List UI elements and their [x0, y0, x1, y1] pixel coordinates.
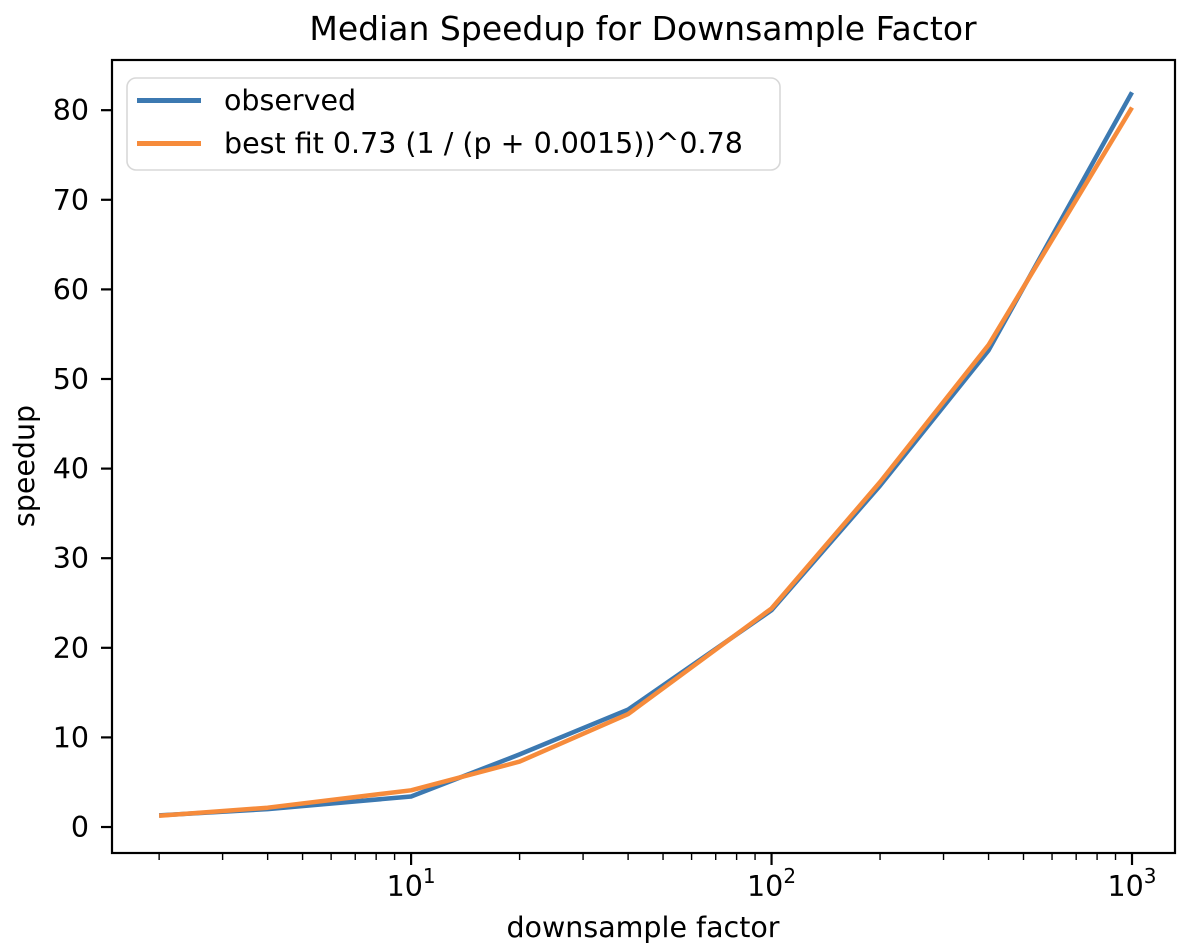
x-axis-label: downsample factor: [506, 911, 779, 944]
series-line-best-fit: [158, 106, 1134, 819]
y-tick-label: 80: [53, 94, 89, 127]
plot-area: [110, 58, 1177, 855]
x-axis: 101 102 103: [158, 853, 1157, 903]
y-tick-label: 20: [53, 632, 89, 665]
y-tick-label: 30: [53, 542, 89, 575]
x-tick-label: 103: [1108, 864, 1157, 903]
legend: observed best fit 0.73 (1 / (p + 0.0015)…: [126, 77, 781, 171]
y-axis: 0 10 20 30 40 50 60 70 80: [53, 94, 112, 844]
plot-lines: [158, 91, 1134, 819]
y-tick-label: 40: [53, 453, 89, 486]
legend-label-best-fit: best fit 0.73 (1 / (p + 0.0015))^0.78: [224, 127, 743, 160]
y-tick-label: 50: [53, 363, 89, 396]
series-line-observed: [158, 91, 1134, 818]
y-tick-label: 10: [53, 721, 89, 754]
y-axis-label: speedup: [8, 405, 41, 527]
chart-title: Median Speedup for Downsample Factor: [309, 9, 977, 48]
legend-label-observed: observed: [224, 84, 356, 117]
y-tick-label: 70: [53, 184, 89, 217]
x-tick-label: 102: [747, 864, 796, 903]
y-tick-label: 0: [71, 811, 89, 844]
y-tick-label: 60: [53, 273, 89, 306]
legend-box: [126, 77, 781, 171]
x-tick-label: 101: [387, 864, 436, 903]
